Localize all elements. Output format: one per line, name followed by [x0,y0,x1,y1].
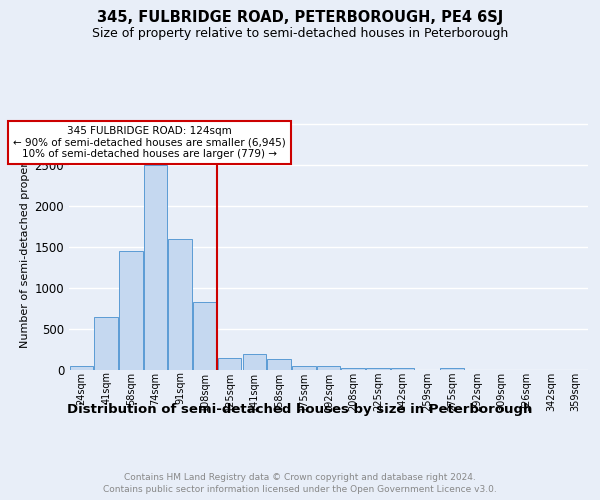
Bar [440,368,464,370]
Bar [341,368,365,370]
Bar [268,360,291,370]
Bar [242,354,266,370]
Bar [144,165,167,370]
Text: Distribution of semi-detached houses by size in Peterborough: Distribution of semi-detached houses by … [67,402,533,415]
Bar [94,316,118,370]
Text: Size of property relative to semi-detached houses in Peterborough: Size of property relative to semi-detach… [92,28,508,40]
Bar [193,302,217,370]
Text: 345 FULBRIDGE ROAD: 124sqm
← 90% of semi-detached houses are smaller (6,945)
10%: 345 FULBRIDGE ROAD: 124sqm ← 90% of semi… [13,126,286,159]
Bar [391,368,415,370]
Bar [317,366,340,370]
Bar [366,368,389,370]
Text: Contains public sector information licensed under the Open Government Licence v3: Contains public sector information licen… [103,485,497,494]
Text: Contains HM Land Registry data © Crown copyright and database right 2024.: Contains HM Land Registry data © Crown c… [124,472,476,482]
Bar [169,239,192,370]
Y-axis label: Number of semi-detached properties: Number of semi-detached properties [20,142,31,348]
Bar [218,358,241,370]
Bar [70,366,93,370]
Bar [119,251,143,370]
Bar [292,366,316,370]
Text: 345, FULBRIDGE ROAD, PETERBOROUGH, PE4 6SJ: 345, FULBRIDGE ROAD, PETERBOROUGH, PE4 6… [97,10,503,25]
